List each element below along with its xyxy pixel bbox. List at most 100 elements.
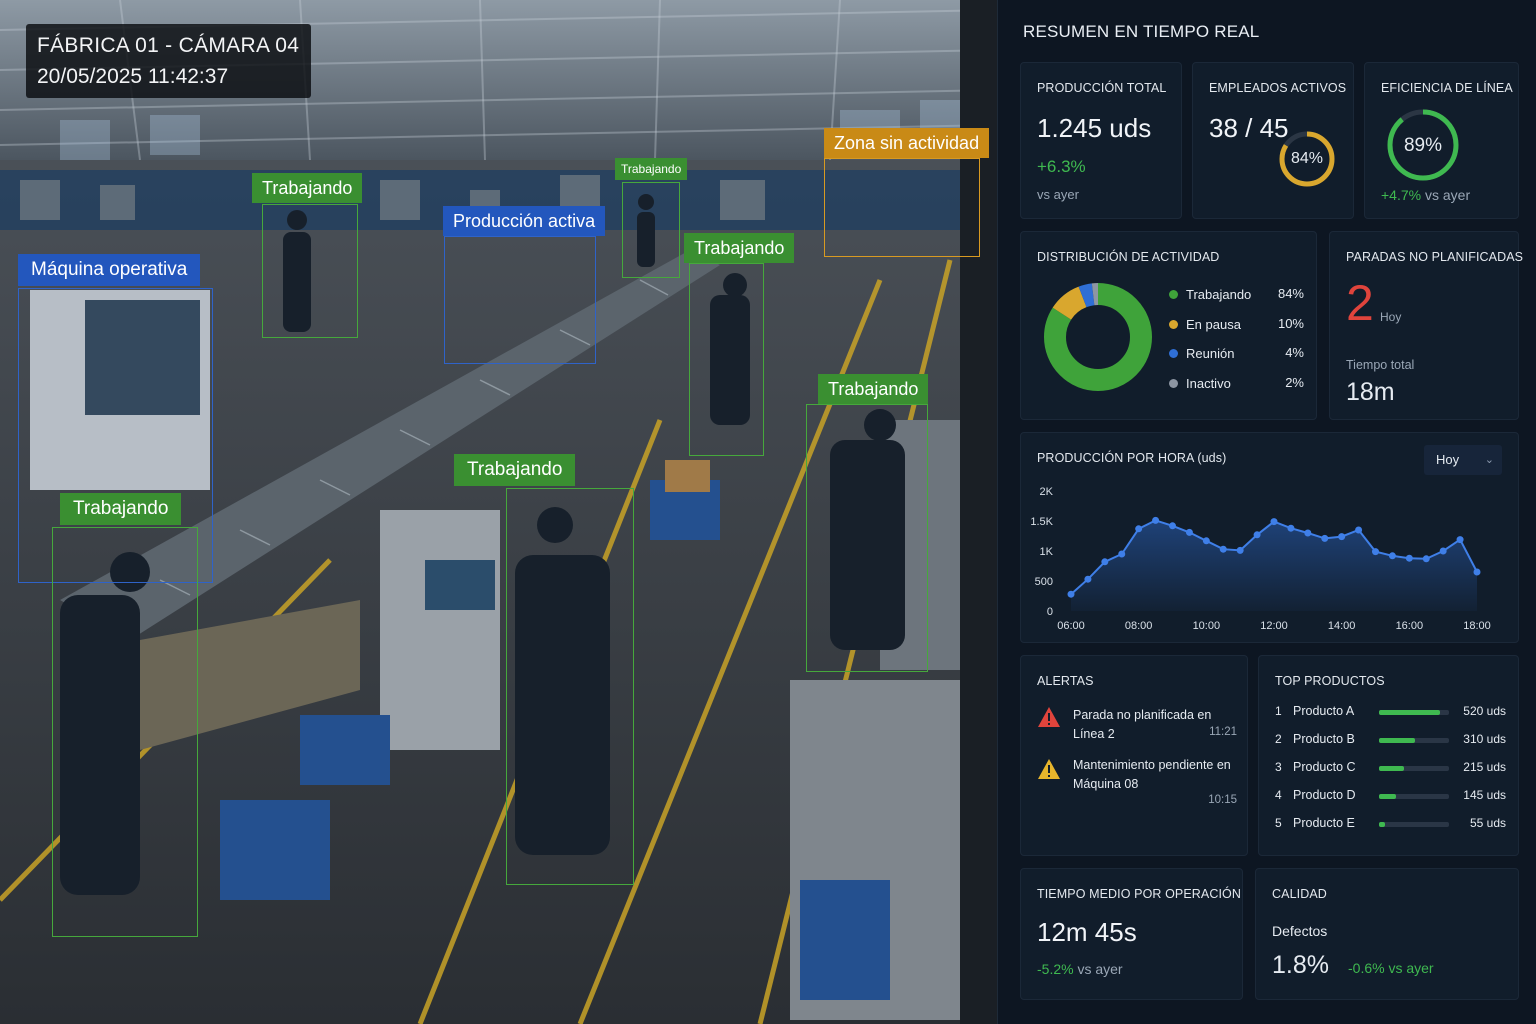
detection-box[interactable] <box>806 404 928 672</box>
detection-box[interactable] <box>444 236 596 364</box>
product-value: 215 uds <box>1463 760 1506 774</box>
chart-point[interactable] <box>1084 575 1092 583</box>
alert-line2: Máquina 08 <box>1073 777 1139 791</box>
chart-point[interactable] <box>1152 516 1160 524</box>
employees-ring <box>1279 131 1335 187</box>
card-activity-distribution: DISTRIBUCIÓN DE ACTIVIDAD Trabajando 84%… <box>1020 231 1317 420</box>
chart-point[interactable] <box>1473 568 1481 576</box>
chart-point[interactable] <box>1405 554 1413 562</box>
chart-point[interactable] <box>1439 547 1447 555</box>
chart-point[interactable] <box>1338 533 1346 541</box>
chart-point[interactable] <box>1422 555 1430 563</box>
detection-box[interactable] <box>689 263 764 456</box>
chart-point[interactable] <box>1101 558 1109 566</box>
chart-point[interactable] <box>1355 526 1363 534</box>
detection-box[interactable] <box>262 204 358 338</box>
efficiency-value: 89% <box>1403 135 1443 156</box>
activity-legend: Trabajando 84% En pausa 10% Reunión 4% I… <box>1169 286 1304 404</box>
product-rank: 3 <box>1275 760 1282 774</box>
detection-box[interactable] <box>506 488 634 885</box>
avg-time-delta: -5.2% <box>1037 961 1074 977</box>
product-bar-fill <box>1379 766 1405 771</box>
activity-donut <box>1044 283 1152 391</box>
detection-box[interactable] <box>824 158 980 257</box>
list-item[interactable]: 3 Producto C 215 uds <box>1275 760 1506 788</box>
employees-ring-fill <box>1279 131 1335 187</box>
period-select[interactable]: Hoy ⌄ <box>1424 445 1502 475</box>
legend-name: Trabajando <box>1186 287 1252 302</box>
card-label: PRODUCCIÓN TOTAL <box>1037 81 1167 95</box>
chart-point[interactable] <box>1321 534 1329 542</box>
chart-point[interactable] <box>1067 590 1075 598</box>
x-tick-label: 08:00 <box>1125 620 1153 632</box>
detection-box[interactable] <box>622 182 680 278</box>
detection-label: Zona sin actividad <box>824 128 990 158</box>
y-tick-label: 0 <box>1047 606 1053 618</box>
product-bar-fill <box>1379 822 1386 827</box>
legend-value: 10% <box>1277 315 1304 331</box>
product-rank: 4 <box>1275 788 1282 802</box>
detection-label: Trabajando <box>454 454 576 486</box>
chart-point[interactable] <box>1185 528 1193 536</box>
chart-point[interactable] <box>1372 548 1379 556</box>
efficiency-ring-fill <box>1387 109 1459 181</box>
chart-point[interactable] <box>1169 522 1176 530</box>
detection-box[interactable] <box>52 527 198 937</box>
alert-text: Parada no planificada en Línea 2 <box>1073 706 1211 744</box>
list-item[interactable]: 2 Producto B 310 uds <box>1275 732 1506 760</box>
product-value: 145 uds <box>1463 788 1506 802</box>
chart-point[interactable] <box>1253 531 1261 539</box>
chart-point[interactable] <box>1202 537 1210 545</box>
legend-value: 84% <box>1277 286 1304 301</box>
alert-item[interactable]: Mantenimiento pendiente en Máquina 08 10… <box>1037 754 1237 808</box>
employees-value: 38 / 45 <box>1209 113 1289 143</box>
list-item[interactable]: 4 Producto D 145 uds <box>1275 788 1506 816</box>
chart-point[interactable] <box>1118 550 1126 558</box>
chart-point[interactable] <box>1287 524 1295 532</box>
detection-box[interactable] <box>18 288 213 583</box>
detection-label: Producción activa <box>443 206 606 236</box>
detection-label: Máquina operativa <box>18 254 201 286</box>
chart-point[interactable] <box>1456 536 1464 544</box>
legend-name: Reunión <box>1186 346 1235 361</box>
camera-timestamp: 20/05/2025 11:42:37 <box>37 65 229 88</box>
legend-item: Inactivo 2% <box>1169 375 1304 405</box>
camera-title: FÁBRICA 01 - CÁMARA 04 <box>37 34 300 57</box>
chart-point[interactable] <box>1270 518 1278 526</box>
alert-text: Mantenimiento pendiente en Máquina 08 <box>1073 756 1231 794</box>
product-rank: 2 <box>1275 732 1282 746</box>
chart-point[interactable] <box>1388 552 1396 560</box>
product-name: Producto D <box>1293 788 1356 802</box>
alert-line1: Parada no planificada en <box>1073 708 1212 722</box>
hourly-chart: 2K 1.5K 1K 500 0 06:00 08:00 10:00 12:00 14:00 16:… <box>1030 486 1490 632</box>
product-value: 520 uds <box>1463 704 1506 718</box>
list-item[interactable]: 5 Producto E 55 uds <box>1275 816 1506 844</box>
alert-item[interactable]: Parada no planificada en Línea 2 11:21 <box>1037 702 1237 746</box>
camera-info-overlay: FÁBRICA 01 - CÁMARA 04 20/05/2025 11:42:… <box>26 24 312 98</box>
card-quality: CALIDAD Defectos 1.8% -0.6% vs ayer <box>1255 868 1519 1000</box>
detection-label: Trabajando <box>684 233 795 263</box>
chart-point[interactable] <box>1304 529 1312 537</box>
legend-item: En pausa 10% <box>1169 316 1304 346</box>
legend-dot <box>1169 349 1178 358</box>
avg-time-value: 12m 45s <box>1037 917 1137 947</box>
period-select-value: Hoy <box>1436 452 1460 467</box>
alert-line2: Línea 2 <box>1073 727 1115 741</box>
list-item[interactable]: 1 Producto A 520 uds <box>1275 704 1506 732</box>
product-bar <box>1379 794 1449 799</box>
product-bar-fill <box>1379 738 1416 743</box>
efficiency-ring <box>1387 109 1459 181</box>
chart-point[interactable] <box>1219 545 1227 553</box>
x-tick-label: 12:00 <box>1260 620 1288 632</box>
chart-point[interactable] <box>1236 546 1244 554</box>
product-bar <box>1379 766 1449 771</box>
legend-dot <box>1169 319 1178 329</box>
stops-period: Hoy <box>1380 310 1402 324</box>
stops-count: 2 <box>1346 275 1374 331</box>
card-hourly-production: PRODUCCIÓN POR HORA (uds) Hoy ⌄ 2K 1.5K 1K… <box>1020 432 1519 643</box>
chart-point[interactable] <box>1135 525 1143 533</box>
card-line-efficiency: EFICIENCIA DE LÍNEA 89% +4.7% vs ayer <box>1364 62 1519 219</box>
product-value: 55 uds <box>1469 816 1506 830</box>
card-top-products: TOP PRODUCTOS 1 Producto A 520 uds 2 Pro… <box>1258 655 1519 856</box>
product-name: Producto B <box>1293 732 1355 746</box>
